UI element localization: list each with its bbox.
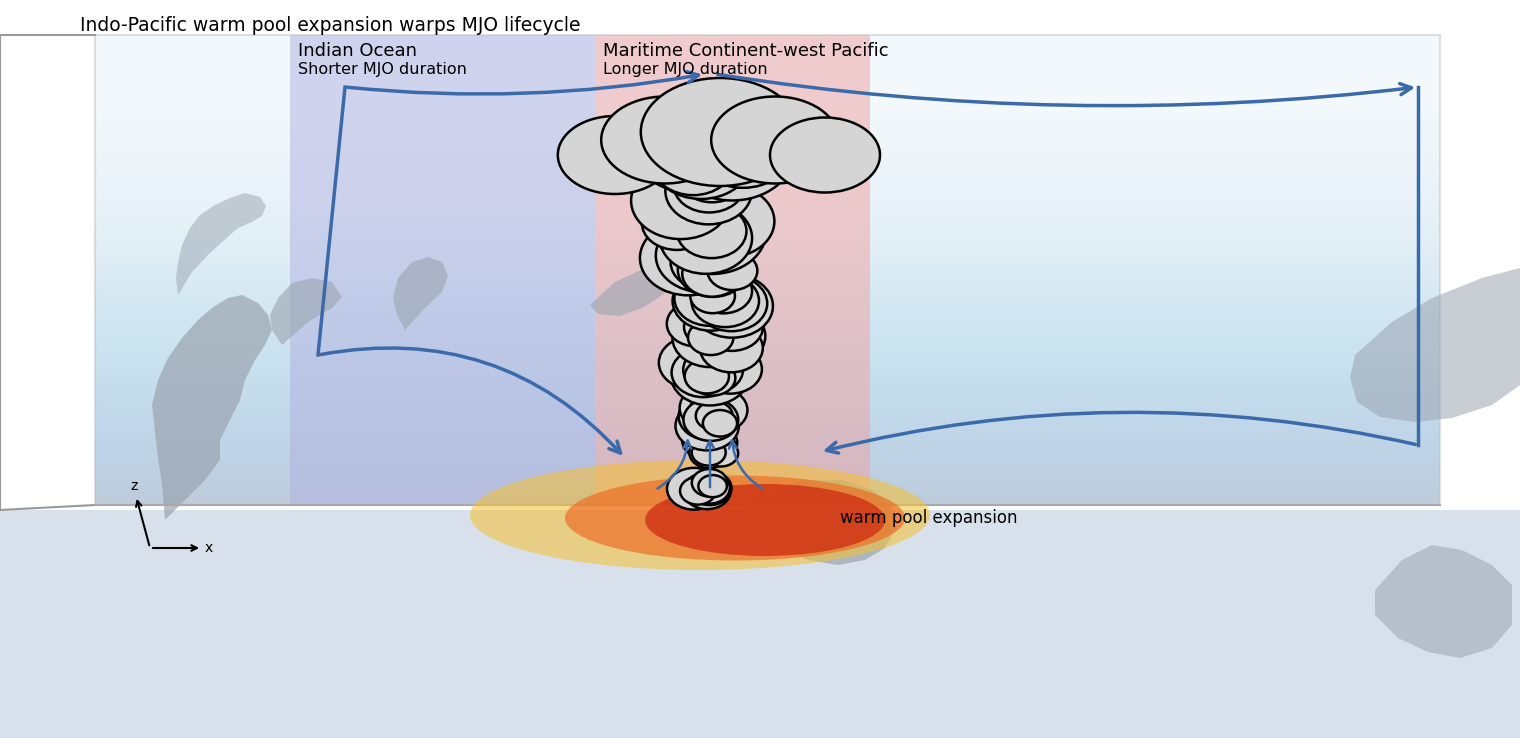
Ellipse shape [689,306,766,366]
Text: Longer MJO duration: Longer MJO duration [603,62,768,77]
Ellipse shape [670,235,740,289]
Ellipse shape [666,157,752,224]
Ellipse shape [672,308,748,367]
Ellipse shape [602,97,728,184]
Ellipse shape [682,347,743,393]
Ellipse shape [684,230,736,270]
Text: Indo-Pacific warm pool expansion warps MJO lifecycle: Indo-Pacific warm pool expansion warps M… [81,16,581,35]
Ellipse shape [681,185,774,258]
Ellipse shape [692,439,725,466]
Ellipse shape [689,320,734,355]
Ellipse shape [558,116,672,194]
Bar [594,35,869,505]
Ellipse shape [696,276,768,331]
Ellipse shape [702,410,737,437]
Text: warm pool expansion: warm pool expansion [841,509,1017,527]
Ellipse shape [675,271,745,325]
Ellipse shape [470,460,930,570]
Ellipse shape [681,117,745,165]
Bar [290,35,594,505]
Ellipse shape [632,100,752,193]
Ellipse shape [673,157,745,213]
Ellipse shape [692,275,758,327]
Ellipse shape [701,324,763,373]
Ellipse shape [667,468,720,510]
Text: z: z [131,479,138,493]
Ellipse shape [678,393,740,440]
Text: Indian Ocean: Indian Ocean [298,42,416,60]
Ellipse shape [695,113,792,187]
Ellipse shape [707,252,757,290]
Ellipse shape [696,401,733,430]
Polygon shape [725,480,895,565]
Ellipse shape [699,345,762,393]
Ellipse shape [641,78,800,186]
Ellipse shape [702,144,765,192]
Polygon shape [590,252,689,316]
Ellipse shape [689,437,730,468]
Ellipse shape [565,475,904,560]
Ellipse shape [690,278,736,313]
Bar [94,35,1439,505]
Ellipse shape [679,384,740,431]
Ellipse shape [684,359,730,393]
Ellipse shape [679,152,745,202]
Ellipse shape [695,430,730,458]
Ellipse shape [678,243,748,297]
Ellipse shape [684,399,739,441]
Ellipse shape [679,134,771,204]
Ellipse shape [682,250,742,297]
Text: Maritime Continent-west Pacific: Maritime Continent-west Pacific [603,42,889,60]
Ellipse shape [658,337,728,390]
Ellipse shape [657,190,766,274]
Polygon shape [394,257,448,330]
Ellipse shape [652,182,760,266]
Ellipse shape [652,123,751,199]
Text: x: x [205,541,213,555]
Ellipse shape [690,360,736,396]
Ellipse shape [660,202,752,274]
Polygon shape [1376,545,1512,658]
Ellipse shape [672,271,749,331]
Ellipse shape [652,132,734,195]
Polygon shape [1350,268,1520,422]
Ellipse shape [704,440,739,466]
Polygon shape [0,510,1520,738]
Ellipse shape [667,301,725,346]
Polygon shape [176,193,266,295]
Ellipse shape [631,162,731,239]
Ellipse shape [695,269,752,314]
Ellipse shape [670,345,749,405]
Ellipse shape [692,469,727,497]
Ellipse shape [684,306,737,348]
Ellipse shape [673,123,742,175]
Polygon shape [271,278,342,345]
Ellipse shape [687,423,737,462]
Ellipse shape [664,125,771,207]
Ellipse shape [690,388,748,432]
Ellipse shape [644,484,885,556]
Ellipse shape [655,218,751,292]
Polygon shape [152,295,272,520]
Ellipse shape [676,204,746,258]
Ellipse shape [771,117,880,193]
Ellipse shape [687,471,731,505]
Ellipse shape [698,433,737,464]
Ellipse shape [641,196,711,250]
Ellipse shape [679,477,716,505]
Ellipse shape [711,97,839,184]
Ellipse shape [692,275,774,338]
Text: Shorter MJO duration: Shorter MJO duration [298,62,467,77]
Ellipse shape [698,475,727,497]
Ellipse shape [670,105,793,201]
Ellipse shape [689,472,730,503]
Ellipse shape [684,472,731,509]
Ellipse shape [640,221,736,295]
Ellipse shape [701,303,763,351]
Ellipse shape [682,422,730,459]
Ellipse shape [675,401,739,450]
Ellipse shape [658,190,734,247]
Ellipse shape [672,348,736,397]
